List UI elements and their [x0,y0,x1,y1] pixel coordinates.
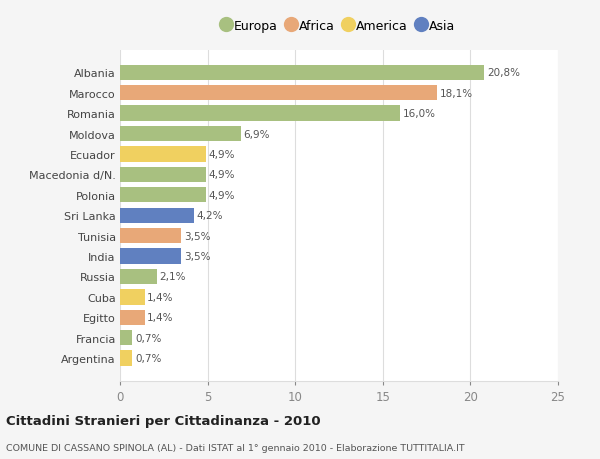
Text: 4,9%: 4,9% [208,170,235,180]
Text: 3,5%: 3,5% [184,231,211,241]
Text: 2,1%: 2,1% [160,272,186,282]
Bar [120,147,206,162]
Bar [120,86,437,101]
Bar [120,66,484,81]
Bar [120,330,132,346]
Bar [120,188,206,203]
Bar [120,290,145,305]
Text: 18,1%: 18,1% [440,89,473,99]
Bar [120,106,400,122]
Text: 4,2%: 4,2% [196,211,223,221]
Bar [120,269,157,285]
Bar [120,208,194,224]
Text: 1,4%: 1,4% [147,292,173,302]
Text: 4,9%: 4,9% [208,150,235,160]
Bar [120,249,181,264]
Bar [120,127,241,142]
Bar [120,168,206,183]
Text: 0,7%: 0,7% [135,353,161,364]
Text: COMUNE DI CASSANO SPINOLA (AL) - Dati ISTAT al 1° gennaio 2010 - Elaborazione TU: COMUNE DI CASSANO SPINOLA (AL) - Dati IS… [6,443,464,452]
Text: 1,4%: 1,4% [147,313,173,323]
Bar [120,229,181,244]
Text: 20,8%: 20,8% [487,68,520,78]
Legend: Europa, Africa, America, Asia: Europa, Africa, America, Asia [220,17,458,35]
Text: 16,0%: 16,0% [403,109,436,119]
Text: 3,5%: 3,5% [184,252,211,262]
Bar [120,351,132,366]
Bar [120,310,145,325]
Text: Cittadini Stranieri per Cittadinanza - 2010: Cittadini Stranieri per Cittadinanza - 2… [6,414,320,428]
Text: 6,9%: 6,9% [244,129,270,139]
Text: 4,9%: 4,9% [208,190,235,200]
Text: 0,7%: 0,7% [135,333,161,343]
